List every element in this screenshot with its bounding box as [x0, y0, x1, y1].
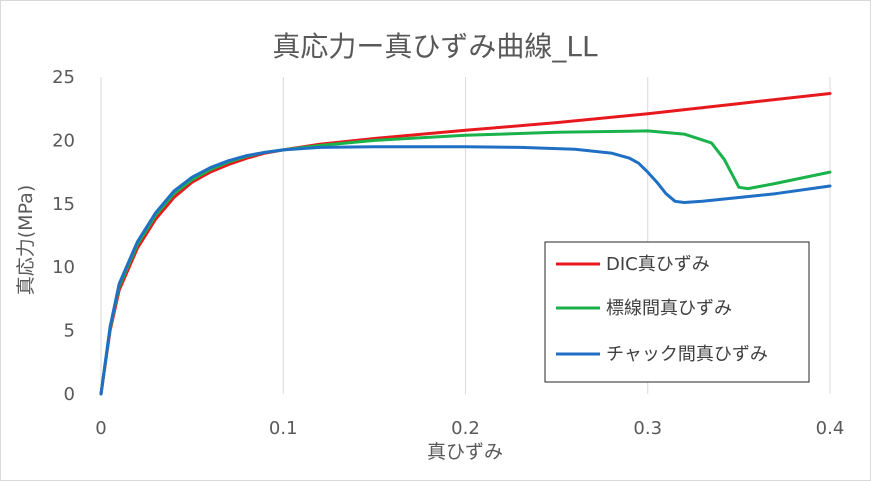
y-tick-label: 0: [64, 384, 75, 405]
chart-title: 真応力ー真ひずみ曲線_LL: [272, 30, 598, 63]
y-tick-label: 15: [52, 194, 75, 215]
series-line-1: [99, 92, 832, 396]
series-line-3: [99, 145, 832, 396]
x-tick-label: 0.2: [451, 418, 480, 439]
legend-label-1: DIC真ひずみ: [606, 254, 710, 275]
legend-label-2: 標線間真ひずみ: [606, 298, 732, 319]
x-tick-labels: 0 0.1 0.2 0.3 0.4: [95, 418, 844, 439]
y-tick-label: 5: [64, 321, 75, 342]
y-tick-labels: 0 5 10 15 20 25: [52, 67, 75, 405]
legend-label-3: チャック間真ひずみ: [606, 344, 768, 365]
series-lines: [99, 92, 832, 396]
x-tick-label: 0.3: [633, 418, 662, 439]
y-tick-label: 20: [52, 130, 75, 151]
x-axis-title: 真ひずみ: [427, 441, 503, 463]
y-tick-label: 10: [52, 257, 75, 278]
x-tick-label: 0.4: [816, 418, 845, 439]
x-tick-label: 0.1: [269, 418, 298, 439]
y-axis-title: 真応力(MPa): [15, 185, 37, 295]
x-tick-label: 0: [95, 418, 106, 439]
y-tick-label: 25: [52, 67, 75, 88]
